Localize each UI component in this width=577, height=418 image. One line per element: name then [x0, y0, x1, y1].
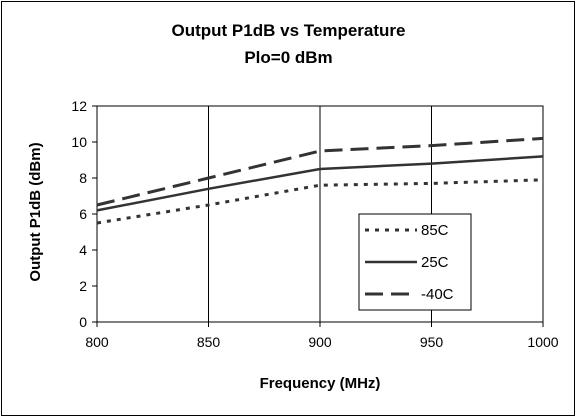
- x-tick-label: 1000: [527, 334, 558, 350]
- axes: [92, 105, 544, 327]
- x-tick-label: 900: [308, 334, 332, 350]
- x-axis-label: Frequency (MHz): [260, 375, 381, 392]
- y-tick-label: 12: [71, 98, 87, 114]
- legend-label: 25C: [421, 254, 449, 271]
- legend: 85C 25C -40C: [358, 213, 472, 311]
- y-tick-label: 4: [79, 242, 87, 258]
- x-tick-label: 800: [85, 334, 109, 350]
- y-axis-label: Output P1dB (dBm): [27, 142, 44, 281]
- x-tick-label: 850: [197, 334, 221, 350]
- series-lines: [96, 136, 544, 225]
- tick-labels: 800 850 900 950 1000 0 2 4 6 8 10 12: [71, 98, 558, 350]
- x-tick-label: 950: [420, 334, 444, 350]
- series-line-25c: [96, 155, 544, 212]
- series-line-40c: [96, 136, 544, 207]
- chart-subtitle: Plo=0 dBm: [244, 48, 333, 67]
- y-tick-label: 2: [79, 278, 87, 294]
- chart-title: Output P1dB vs Temperature: [171, 21, 406, 40]
- y-tick-label: 8: [79, 170, 87, 186]
- y-tick-label: 6: [79, 206, 87, 222]
- legend-label: -40C: [421, 286, 454, 303]
- y-tick-label: 10: [71, 134, 87, 150]
- legend-label: 85C: [421, 222, 449, 239]
- y-tick-label: 0: [79, 314, 87, 330]
